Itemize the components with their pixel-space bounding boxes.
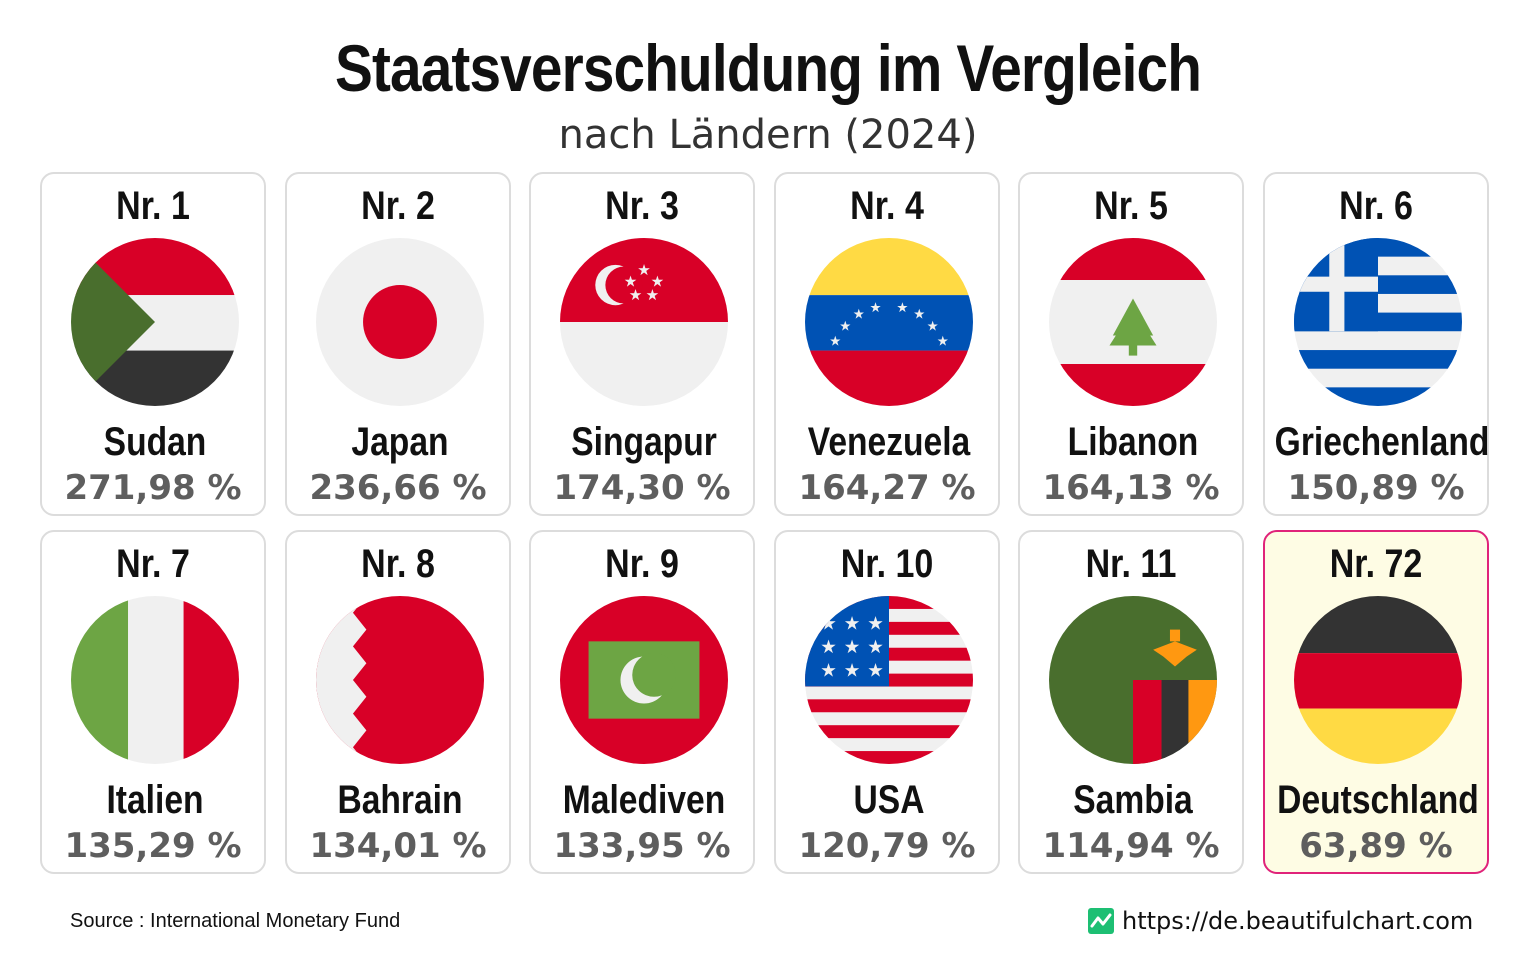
japan-flag-icon	[316, 238, 484, 406]
rank-label: Nr. 72	[1329, 542, 1423, 586]
svg-text:★: ★	[853, 308, 865, 323]
country-card: Nr. 3 ★ ★ ★ ★ ★ Singapur 174,30 %	[529, 172, 755, 516]
svg-text:★: ★	[820, 661, 837, 682]
country-name: Griechenland	[1274, 420, 1490, 464]
country-card: Nr. 4 ★ ★ ★ ★ ★ ★ ★ ★ Venezuela 164,	[774, 172, 1000, 516]
svg-text:★: ★	[629, 286, 643, 304]
country-card-highlighted: Nr. 72 Deutschland 63,89 %	[1263, 530, 1489, 874]
svg-text:★: ★	[896, 301, 908, 316]
debt-value: 63,89 %	[1299, 826, 1453, 866]
website-url[interactable]: https://de.beautifulchart.com	[1122, 907, 1474, 935]
country-name: Malediven	[562, 778, 726, 822]
rank-label: Nr. 5	[1094, 184, 1168, 228]
singapore-flag-icon: ★ ★ ★ ★ ★	[560, 238, 728, 406]
country-card: Nr. 7 Italien 135,29 %	[40, 530, 266, 874]
venezuela-flag-icon: ★ ★ ★ ★ ★ ★ ★ ★	[805, 238, 973, 406]
website-credit[interactable]: https://de.beautifulchart.com	[1088, 906, 1473, 936]
svg-text:★: ★	[913, 308, 925, 323]
svg-text:★: ★	[867, 637, 884, 658]
debt-value: 236,66 %	[309, 468, 487, 508]
debt-value: 164,27 %	[798, 468, 976, 508]
source-note: Source : International Monetary Fund	[70, 910, 401, 932]
debt-value: 271,98 %	[64, 468, 242, 508]
debt-value: 114,94 %	[1042, 826, 1220, 866]
rank-label: Nr. 11	[1085, 542, 1177, 586]
svg-text:★: ★	[624, 273, 638, 291]
rank-label: Nr. 2	[361, 184, 435, 228]
lebanon-flag-icon	[1049, 238, 1217, 406]
germany-flag-icon	[1294, 596, 1462, 764]
sudan-flag-icon	[71, 238, 239, 406]
country-name: Libanon	[1067, 420, 1199, 464]
debt-value: 174,30 %	[553, 468, 731, 508]
country-name: Italien	[106, 778, 204, 822]
svg-text:★: ★	[651, 273, 665, 291]
bahrain-flag-icon	[316, 596, 484, 764]
rank-label: Nr. 1	[116, 184, 190, 228]
svg-text:★: ★	[937, 335, 949, 350]
greece-flag-icon	[1294, 238, 1462, 406]
debt-value: 133,95 %	[553, 826, 731, 866]
country-name: Sambia	[1073, 778, 1193, 822]
country-name: USA	[853, 778, 925, 822]
country-grid: Nr. 1 Sudan 271,98 % Nr. 2 Japan 236,66 …	[40, 172, 1492, 878]
country-name: Bahrain	[337, 778, 463, 822]
country-card: Nr. 8 Bahrain 134,01 %	[285, 530, 511, 874]
italy-flag-icon	[71, 596, 239, 764]
svg-text:★: ★	[820, 637, 837, 658]
debt-value: 135,29 %	[64, 826, 242, 866]
country-name: Venezuela	[807, 420, 971, 464]
usa-flag-icon: ★ ★ ★ ★ ★ ★ ★ ★ ★	[805, 596, 973, 764]
svg-text:★: ★	[637, 261, 651, 279]
country-card: Nr. 9 Malediven 133,95 %	[529, 530, 755, 874]
chart-logo-icon	[1088, 908, 1114, 934]
country-card: Nr. 10 ★ ★ ★ ★ ★ ★ ★ ★ ★ USA 120,79 %	[774, 530, 1000, 874]
svg-text:★: ★	[927, 319, 939, 334]
country-name: Japan	[351, 420, 449, 464]
country-card: Nr. 11 Sambia 114,94 %	[1018, 530, 1244, 874]
chart-title: Staatsverschuldung im Vergleich	[334, 31, 1202, 105]
debt-value: 164,13 %	[1042, 468, 1220, 508]
debt-value: 134,01 %	[309, 826, 487, 866]
svg-text:★: ★	[646, 286, 660, 304]
debt-value: 150,89 %	[1287, 468, 1465, 508]
svg-text:★: ★	[867, 661, 884, 682]
rank-label: Nr. 10	[840, 542, 934, 586]
maldives-flag-icon	[560, 596, 728, 764]
rank-label: Nr. 4	[850, 184, 924, 228]
svg-text:★: ★	[844, 661, 861, 682]
svg-text:★: ★	[844, 614, 861, 635]
country-name: Deutschland	[1277, 778, 1479, 822]
rank-label: Nr. 8	[361, 542, 435, 586]
zambia-flag-icon	[1049, 596, 1217, 764]
rank-label: Nr. 3	[605, 184, 679, 228]
country-card: Nr. 2 Japan 236,66 %	[285, 172, 511, 516]
debt-value: 120,79 %	[798, 826, 976, 866]
country-card: Nr. 6 Griechenland 150,89 %	[1263, 172, 1489, 516]
rank-label: Nr. 7	[116, 542, 190, 586]
rank-label: Nr. 9	[605, 542, 679, 586]
country-name: Singapur	[571, 420, 717, 464]
svg-text:★: ★	[839, 319, 851, 334]
svg-text:★: ★	[870, 301, 882, 316]
svg-text:★: ★	[829, 335, 841, 350]
country-name: Sudan	[103, 420, 207, 464]
country-card: Nr. 5 Libanon 164,13 %	[1018, 172, 1244, 516]
svg-text:★: ★	[844, 637, 861, 658]
country-card: Nr. 1 Sudan 271,98 %	[40, 172, 266, 516]
svg-text:★: ★	[820, 614, 837, 635]
svg-text:★: ★	[867, 614, 884, 635]
chart-subtitle: nach Ländern (2024)	[558, 112, 978, 158]
rank-label: Nr. 6	[1339, 184, 1413, 228]
